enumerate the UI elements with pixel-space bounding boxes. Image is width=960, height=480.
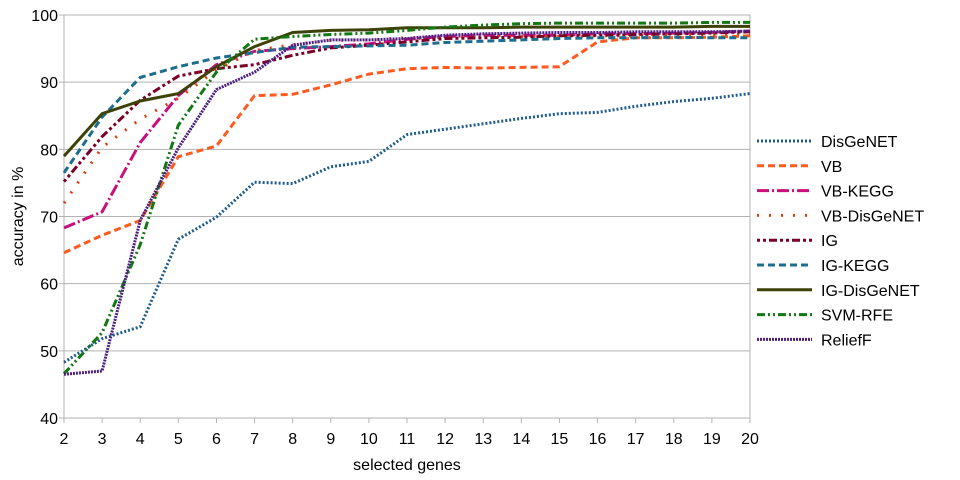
- x-tick-label: 16: [589, 431, 607, 448]
- series-line-vb-kegg: [63, 29, 751, 230]
- legend-label-ig: IG: [821, 233, 838, 250]
- y-tick-labels: 40 50 60 70 80 90 100: [31, 8, 58, 428]
- x-tick-label: 6: [212, 431, 221, 448]
- legend-label-ig-disgenet: IG-DisGeNET: [821, 283, 920, 300]
- y-tick-label: 80: [40, 142, 58, 159]
- grid-lines: [59, 14, 751, 423]
- x-tick-label: 11: [399, 431, 416, 448]
- series-lines: [62, 20, 751, 376]
- x-tick-label: 10: [360, 431, 378, 448]
- x-tick-label: 7: [250, 431, 259, 448]
- y-axis-label: accuracy in %: [10, 167, 27, 267]
- x-tick-label: 3: [98, 431, 107, 448]
- series-line-disgenet: [63, 92, 751, 364]
- x-tick-label: 4: [136, 431, 145, 448]
- y-tick-label: 60: [40, 277, 58, 294]
- x-tick-label: 2: [60, 431, 69, 448]
- legend-label-svm-rfe: SVM-RFE: [821, 308, 893, 325]
- y-tick-label: 70: [40, 210, 58, 227]
- axes: [63, 14, 751, 419]
- legend-label-ig-kegg: IG-KEGG: [821, 258, 889, 275]
- series-line-svm-rfe: [62, 20, 750, 375]
- y-tick-label: 40: [40, 411, 58, 428]
- y-tick-label: 50: [40, 344, 58, 361]
- x-tick-label: 9: [326, 431, 335, 448]
- y-tick-label: 100: [31, 8, 58, 25]
- legend: DisGeNET VB VB-KEGG VB-DisGeNET IG IG-KEGG IG-…: [757, 134, 924, 349]
- x-tick-label: 17: [627, 431, 645, 448]
- series-line-vb: [63, 34, 751, 255]
- series-line-ig-kegg: [62, 35, 750, 174]
- x-tick-label: 15: [551, 431, 569, 448]
- x-tick-label: 14: [512, 431, 530, 448]
- legend-label-vb-kegg: VB-KEGG: [821, 184, 894, 201]
- legend-label-relieff: ReliefF: [821, 332, 872, 349]
- x-tick-label: 19: [703, 431, 721, 448]
- series-line-relieff: [63, 29, 751, 376]
- plot-frame: [63, 14, 751, 419]
- x-axis-label: selected genes: [353, 457, 461, 474]
- x-tick-label: 20: [741, 431, 759, 448]
- legend-label-vb-disgenet: VB-DisGeNET: [821, 208, 924, 225]
- x-tick-labels: 2 3 4 5 6 7 8 9 10 11 12 13 14 15 16 17 18 19 20: [60, 431, 759, 448]
- x-tick-label: 8: [288, 431, 297, 448]
- x-tick-label: 5: [174, 431, 183, 448]
- legend-label-vb: VB: [821, 159, 842, 176]
- x-tick-label: 12: [436, 431, 454, 448]
- series-line-ig-disgenet: [62, 24, 750, 158]
- y-tick-label: 90: [40, 75, 58, 92]
- x-tick-label: 18: [665, 431, 683, 448]
- legend-label-disgenet: DisGeNET: [821, 134, 898, 151]
- x-tick-label: 13: [474, 431, 492, 448]
- series-line-ig: [62, 30, 751, 183]
